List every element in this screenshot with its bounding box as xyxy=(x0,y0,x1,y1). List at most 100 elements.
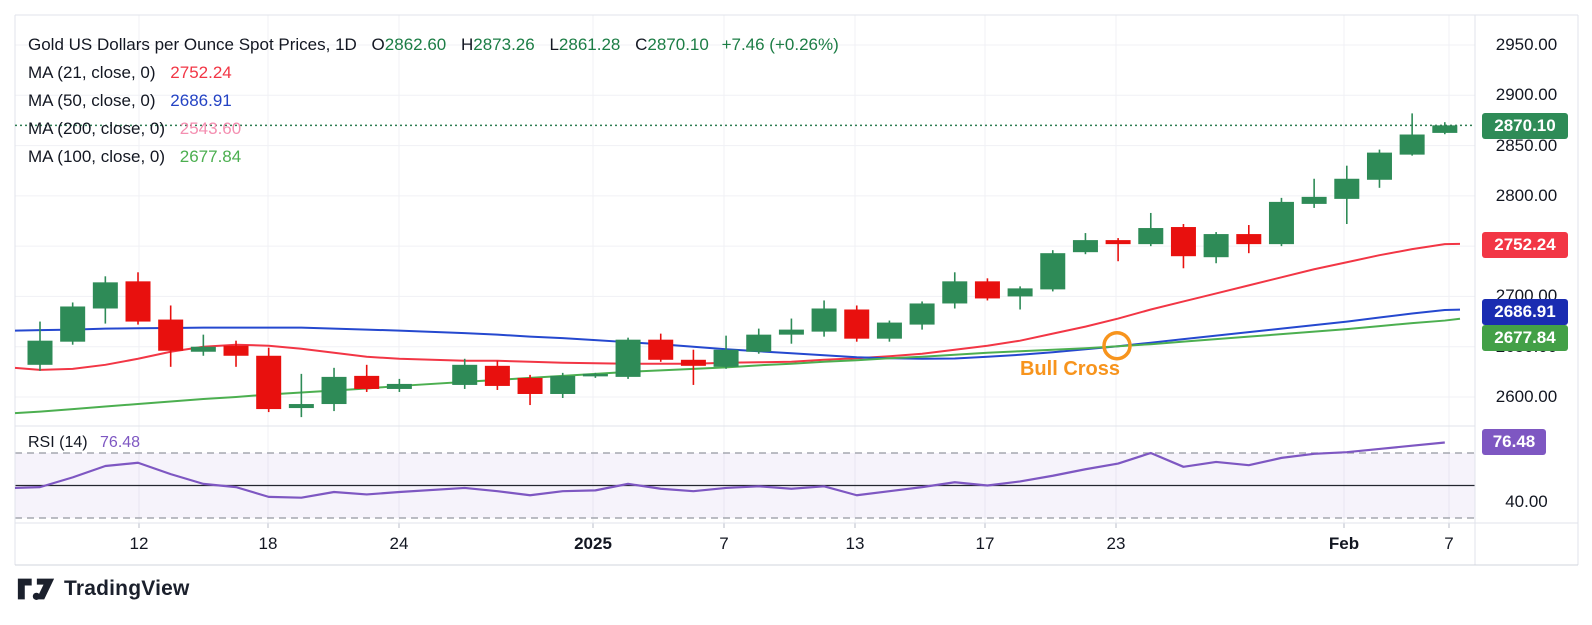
candle-down[interactable] xyxy=(1105,240,1131,245)
candle-up[interactable] xyxy=(1432,125,1458,133)
open-label: O xyxy=(371,35,385,54)
candle-down[interactable] xyxy=(484,365,510,386)
candle-up[interactable] xyxy=(876,322,902,339)
candle-down[interactable] xyxy=(974,281,1000,299)
ma-line-100[interactable] xyxy=(14,317,1461,415)
ma100-legend-row[interactable]: MA (100, close, 0) 2677.84 xyxy=(28,143,839,171)
candle-up[interactable] xyxy=(386,383,412,389)
ma50-value: 2686.91 xyxy=(170,91,232,110)
candle-down[interactable] xyxy=(680,359,706,366)
tradingview-logo-icon xyxy=(17,578,55,600)
ma21-legend-row[interactable]: MA (21, close, 0) 2752.24 xyxy=(28,59,839,87)
time-axis-label: 13 xyxy=(845,534,865,553)
price-axis-label: 2900.00 xyxy=(1495,85,1558,104)
ma100-value: 2677.84 xyxy=(179,147,242,166)
close-label: C xyxy=(635,35,648,54)
candle-up[interactable] xyxy=(550,375,576,394)
candle-up[interactable] xyxy=(1399,134,1425,155)
candle-up[interactable] xyxy=(27,340,53,365)
candle-up[interactable] xyxy=(713,349,739,367)
low-label: L xyxy=(549,35,559,54)
candle-down[interactable] xyxy=(1236,234,1262,245)
close-value: 2870.10 xyxy=(647,35,709,54)
candle-up[interactable] xyxy=(778,329,804,335)
ma100-badge: 2677.84 xyxy=(1482,325,1568,351)
time-axis-label: 2025 xyxy=(574,534,612,553)
time-axis-label: 7 xyxy=(1444,534,1454,553)
candle-up[interactable] xyxy=(811,308,837,332)
candle-up[interactable] xyxy=(288,404,314,409)
symbol-legend-row[interactable]: Gold US Dollars per Ounce Spot Prices, 1… xyxy=(28,31,839,59)
time-axis-label: 24 xyxy=(389,534,409,553)
candle-up[interactable] xyxy=(452,364,478,385)
ma21-label: MA (21, close, 0) xyxy=(28,63,156,82)
ma21-value: 2752.24 xyxy=(170,63,232,82)
bull-cross-circle xyxy=(1102,330,1132,361)
high-label: H xyxy=(460,35,474,54)
candle-down[interactable] xyxy=(1170,227,1196,257)
candle-down[interactable] xyxy=(648,339,674,360)
candle-down[interactable] xyxy=(354,375,380,389)
open-value: 2862.60 xyxy=(384,35,447,54)
price-axis-label: 2600.00 xyxy=(1495,387,1558,406)
time-axis-label: 23 xyxy=(1106,534,1126,553)
candle-down[interactable] xyxy=(256,355,282,410)
candle-up[interactable] xyxy=(92,282,118,309)
rsi-value: 76.48 xyxy=(100,434,141,451)
rsi-line[interactable] xyxy=(14,441,1445,499)
ma21-badge: 2752.24 xyxy=(1482,232,1568,258)
candle-up[interactable] xyxy=(60,306,86,342)
candle-up[interactable] xyxy=(1334,178,1360,199)
candle-up[interactable] xyxy=(942,281,968,304)
ma-line-21[interactable] xyxy=(14,242,1461,371)
rsi-value-badge: 76.48 xyxy=(1482,429,1546,455)
candle-up[interactable] xyxy=(1203,234,1229,258)
price-axis-label: 2950.00 xyxy=(1495,35,1558,54)
rsi-legend-row[interactable]: RSI (14) 76.48 xyxy=(28,434,140,452)
candle-down[interactable] xyxy=(844,309,870,339)
candle-up[interactable] xyxy=(746,334,772,352)
tradingview-brand[interactable]: TradingView xyxy=(17,574,190,604)
candle-up[interactable] xyxy=(1301,196,1327,204)
ma100-label: MA (100, close, 0) xyxy=(28,147,166,166)
candle-up[interactable] xyxy=(1268,201,1294,245)
ma50-badge: 2686.91 xyxy=(1482,299,1568,325)
candle-up[interactable] xyxy=(1007,288,1033,297)
candle-down[interactable] xyxy=(158,319,184,351)
time-axis-label: 18 xyxy=(258,534,278,553)
last-price-badge: 2870.10 xyxy=(1482,113,1568,139)
ma50-label: MA (50, close, 0) xyxy=(28,91,156,110)
candle-up[interactable] xyxy=(909,303,935,325)
candle-up[interactable] xyxy=(1138,228,1164,245)
candle-up[interactable] xyxy=(582,373,608,377)
candle-up[interactable] xyxy=(1072,240,1098,253)
candle-up[interactable] xyxy=(615,339,641,377)
candle-down[interactable] xyxy=(125,281,151,322)
candle-down[interactable] xyxy=(517,377,543,394)
time-axis-label: 7 xyxy=(719,534,729,553)
high-value: 2873.26 xyxy=(473,35,535,54)
change-value: +7.46 (+0.26%) xyxy=(721,35,839,54)
candle-up[interactable] xyxy=(321,376,347,405)
candle-up[interactable] xyxy=(1040,253,1066,290)
tradingview-wordmark: TradingView xyxy=(64,577,190,600)
rsi-label: RSI (14) xyxy=(28,434,88,451)
time-axis-label: Feb xyxy=(1328,534,1360,553)
candle-up[interactable] xyxy=(190,346,216,352)
symbol-title: Gold US Dollars per Ounce Spot Prices, 1… xyxy=(28,35,357,54)
time-axis-label: 17 xyxy=(975,534,995,553)
candle-up[interactable] xyxy=(1366,152,1392,180)
price-axis-label: 2800.00 xyxy=(1495,186,1558,205)
low-value: 2861.28 xyxy=(558,35,621,54)
time-axis-label: 12 xyxy=(129,534,149,553)
ma200-legend-row[interactable]: MA (200, close, 0) 2543.60 xyxy=(28,115,839,143)
candle-down[interactable] xyxy=(223,345,249,356)
chart-legend: Gold US Dollars per Ounce Spot Prices, 1… xyxy=(28,31,839,171)
ma200-label: MA (200, close, 0) xyxy=(28,119,166,138)
bull-cross-annotation: Bull Cross xyxy=(1019,358,1121,380)
ma200-value: 2543.60 xyxy=(179,119,242,138)
price-axis-label: 2850.00 xyxy=(1495,136,1558,155)
ma50-legend-row[interactable]: MA (50, close, 0) 2686.91 xyxy=(28,87,839,115)
